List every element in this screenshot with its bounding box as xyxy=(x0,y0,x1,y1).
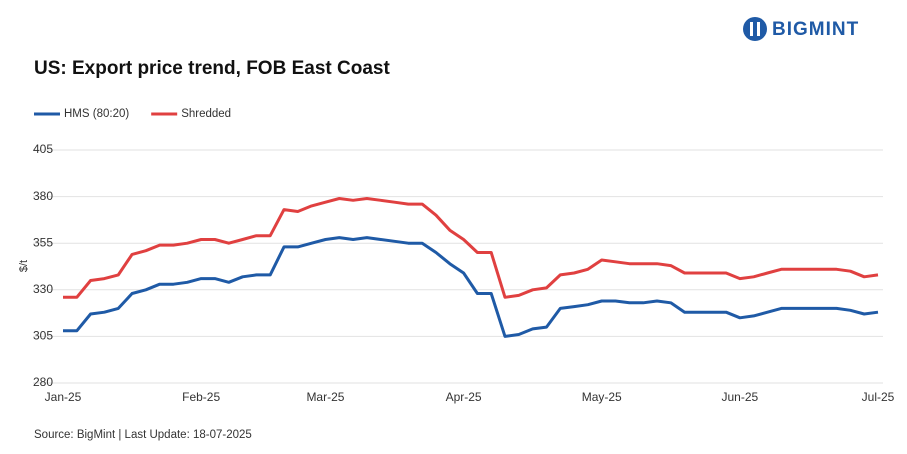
logo: BIGMINT xyxy=(743,17,859,41)
line-series xyxy=(63,197,879,299)
line-series xyxy=(63,236,879,338)
logo-icon-part xyxy=(750,22,753,36)
source: Source: BigMint | Last Update: 18-07-202… xyxy=(34,429,252,441)
x-tick-label: Jul-25 xyxy=(862,390,895,404)
legend-label: Shredded xyxy=(181,108,231,120)
x-tick-label: May-25 xyxy=(582,390,622,404)
chart-title: US: Export price trend, FOB East Coast xyxy=(34,58,390,79)
y-tick-label: 305 xyxy=(33,329,53,343)
y-tick-label: 405 xyxy=(33,142,53,156)
y-tick-label: 330 xyxy=(33,282,53,296)
x-tick-label: Feb-25 xyxy=(182,390,220,404)
x-tick-label: Mar-25 xyxy=(306,390,344,404)
y-tick-label: 280 xyxy=(33,375,53,389)
y-tick-label: 355 xyxy=(33,235,53,249)
logo-text: BIGMINT xyxy=(772,19,859,40)
x-tick-label: Apr-25 xyxy=(446,390,482,404)
legend: HMS (80:20) Shredded xyxy=(34,108,231,120)
y-tick-label: 380 xyxy=(33,189,53,203)
logo-icon-part xyxy=(757,22,760,36)
legend-label: HMS (80:20) xyxy=(64,108,129,120)
logo-icon xyxy=(743,17,767,41)
y-axis-label: $/t xyxy=(18,260,30,272)
x-tick-label: Jan-25 xyxy=(45,390,82,404)
x-tick-label: Jun-25 xyxy=(722,390,759,404)
